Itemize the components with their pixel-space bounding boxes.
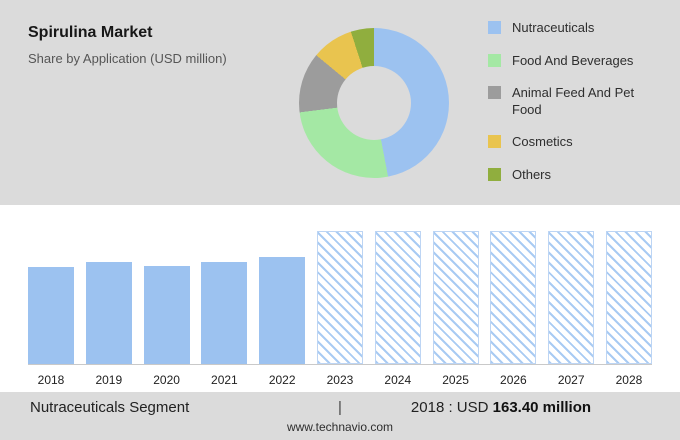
page-title: Spirulina Market: [28, 24, 153, 41]
header-section: Spirulina Market Share by Application (U…: [0, 0, 680, 205]
legend-item: Animal Feed And Pet Food: [488, 85, 654, 118]
legend-swatch: [488, 21, 501, 34]
bar-2021: [201, 262, 248, 364]
x-tick-label: 2027: [557, 373, 585, 387]
title-block: Spirulina Market Share by Application (U…: [28, 14, 280, 191]
x-tick-label: 2023: [326, 373, 354, 387]
bar-chart-section: 2018 2019 2020 2021 2022 2023 2024 2025 2026 2027…: [0, 205, 680, 392]
page-subtitle: Share by Application (USD million): [28, 51, 227, 66]
legend-item: Nutraceuticals: [488, 20, 654, 36]
x-tick-label: 2025: [442, 373, 469, 387]
legend-label: Others: [512, 166, 552, 182]
stat-row: Nutraceuticals Segment | 2018 : USD 163.…: [30, 399, 650, 416]
x-tick-label: 2024: [384, 373, 412, 387]
forecast-bar-2023: [316, 231, 363, 364]
bar-2018: [28, 267, 74, 364]
stat-value: 163.40 million: [492, 399, 592, 416]
legend-label: Animal Feed And Pet Food: [512, 85, 635, 117]
x-tick-label: 2018: [37, 373, 65, 387]
forecast-bar-2024: [374, 231, 421, 364]
x-tick-label: 2019: [95, 373, 123, 387]
legend-label: Nutraceuticals: [512, 20, 595, 35]
x-tick-label: 2022: [268, 373, 296, 387]
donut-chart-wrap: [280, 14, 468, 191]
bar-2022: [259, 257, 306, 364]
bar-2019: [85, 262, 132, 364]
legend-label: Cosmetics: [512, 134, 573, 150]
forecast-bar-2026: [490, 231, 537, 364]
bar-plot-area: [28, 231, 652, 365]
forecast-bar-2025: [432, 231, 479, 364]
forecast-bar-2028: [605, 231, 652, 364]
footer-section: Nutraceuticals Segment | 2018 : USD 163.…: [0, 392, 680, 440]
website-url: www.technavio.com: [286, 420, 394, 434]
legend-item: Others: [488, 167, 654, 183]
stat-prefix: 2018 : USD: [410, 399, 493, 416]
x-tick-label: 2020: [153, 373, 180, 387]
x-tick-label: 2026: [500, 373, 527, 387]
legend-item: Cosmetics: [488, 134, 654, 150]
donut-chart: [299, 27, 449, 178]
legend: Nutraceuticals Food And Beverages Animal F…: [468, 14, 654, 191]
legend-swatch: [488, 53, 501, 67]
x-tick-label: 2028: [615, 373, 643, 387]
segment-label: Nutraceuticals Segment: [30, 399, 190, 416]
legend-item: Food And Beverages: [488, 53, 654, 69]
x-axis-labels: 2018 2019 2020 2021 2022 2023 2024 2025 2026 2027…: [28, 365, 652, 387]
x-tick-label: 2021: [211, 373, 238, 387]
forecast-bar-2027: [548, 231, 595, 364]
separator: |: [338, 399, 342, 416]
legend-swatch: [488, 135, 501, 149]
legend-label: Food And Beverages: [512, 52, 634, 68]
legend-swatch: [488, 167, 501, 181]
stat-text: 2018 : USD 163.40 million: [352, 399, 650, 416]
bar-2020: [143, 265, 190, 364]
legend-swatch: [488, 86, 501, 100]
